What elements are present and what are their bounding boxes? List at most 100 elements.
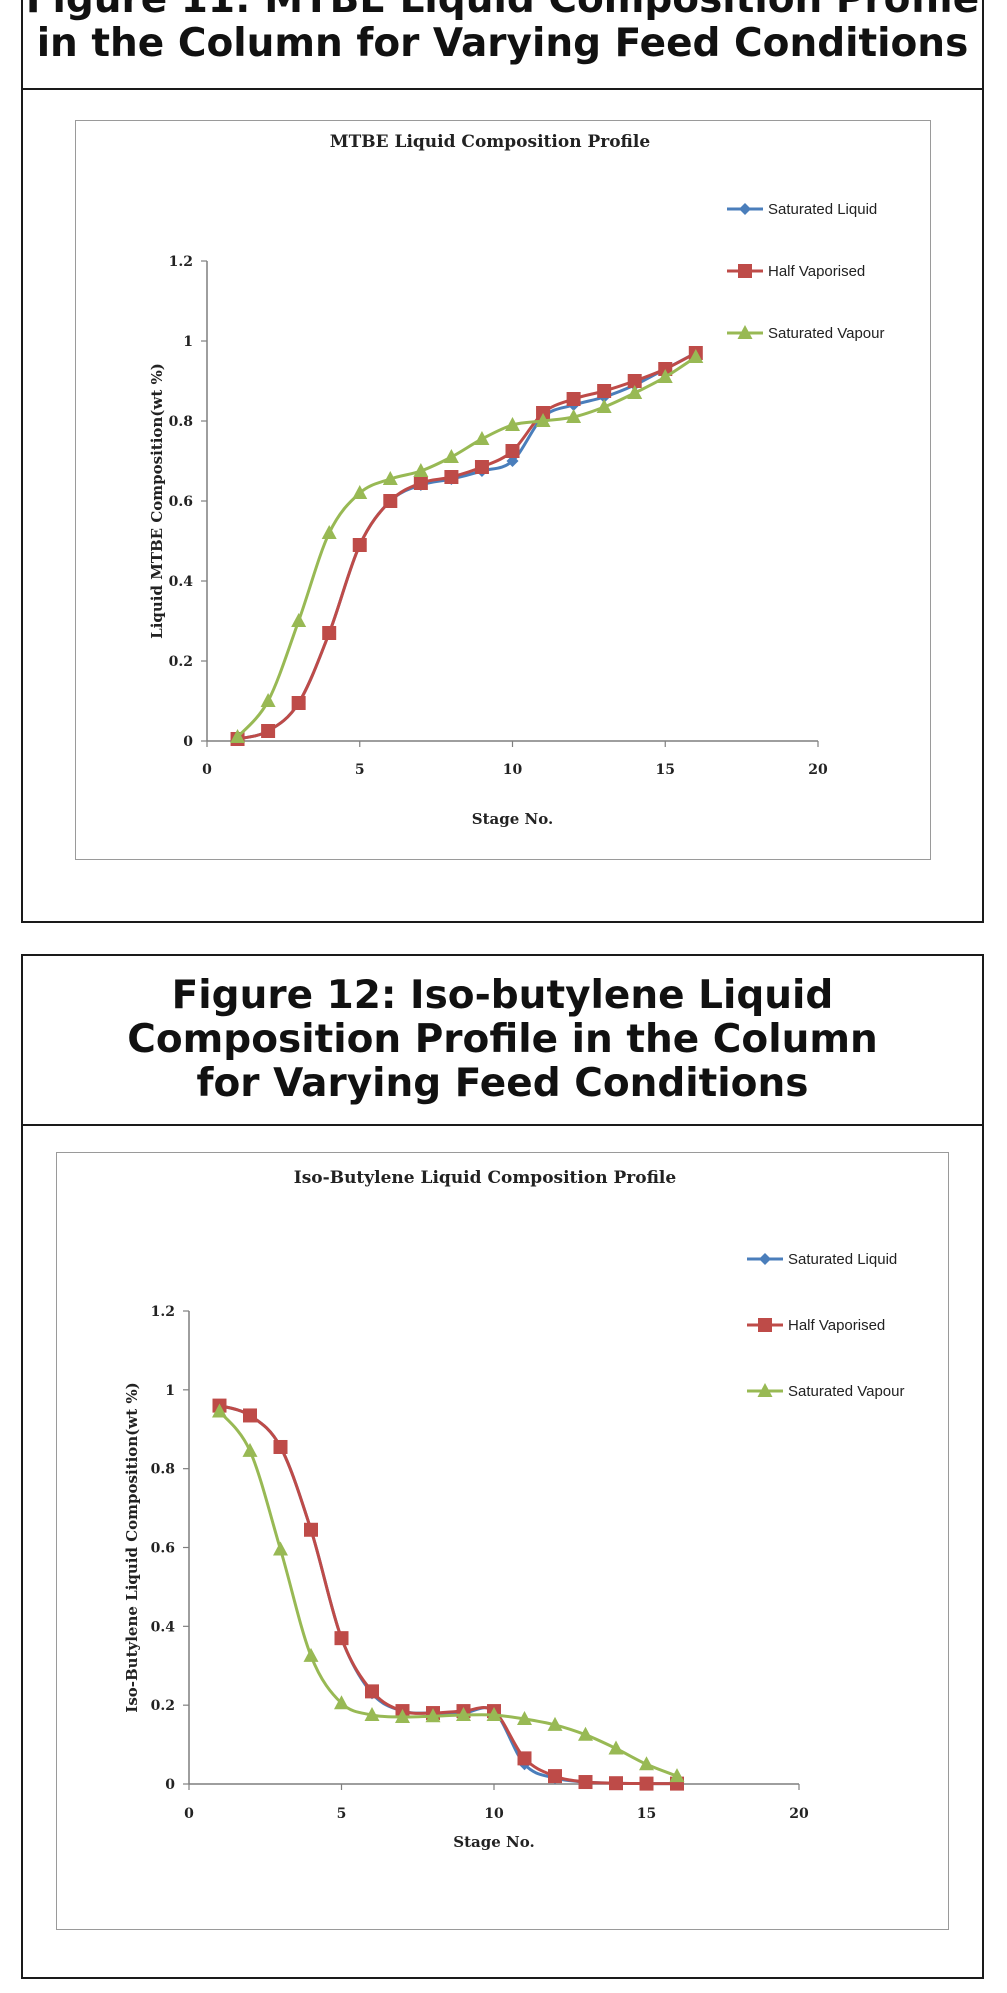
chart-title: MTBE Liquid Composition Profile <box>330 132 651 152</box>
y-axis-label: Liquid MTBE Composition(wt %) <box>148 363 166 639</box>
data-point-half-vaporised <box>322 626 337 640</box>
x-axis-label: Stage No. <box>453 1833 534 1851</box>
y-tick-label: 0.6 <box>151 1541 175 1557</box>
data-point-saturated-vapour <box>517 1710 532 1725</box>
data-point-half-vaporised <box>578 1775 593 1790</box>
legend-label-half-vaporised: Half Vaporised <box>768 263 865 280</box>
series-line-half-vaporised <box>237 351 697 741</box>
data-point-half-vaporised <box>273 1439 288 1454</box>
y-tick-label: 0.4 <box>151 1619 176 1635</box>
legend-item-saturated-liquid: Saturated Liquid <box>747 1251 897 1268</box>
data-point-saturated-vapour <box>456 1707 471 1722</box>
chart-title: Iso-Butylene Liquid Composition Profile <box>294 1168 677 1188</box>
series-line-saturated-vapour <box>236 355 697 739</box>
series-half-vaporised <box>212 1398 684 1791</box>
figure-11-heading: Figure 11: MTBE Liquid Composition Profi… <box>26 0 979 66</box>
isobutylene-chart: Iso-Butylene Liquid Composition Profile 0… <box>123 1168 904 1851</box>
y-tick-label: 1 <box>165 1383 175 1399</box>
data-point-saturated-vapour <box>486 1707 502 1722</box>
legend-item-saturated-liquid: Saturated Liquid <box>727 201 877 218</box>
data-point-saturated-vapour <box>212 1403 227 1418</box>
data-point-saturated-vapour <box>474 431 490 445</box>
legend-label-saturated-vapour: Saturated Vapour <box>768 325 884 342</box>
x-tick-label: 5 <box>355 762 365 778</box>
data-point-saturated-vapour <box>627 385 643 399</box>
data-point-half-vaporised <box>243 1408 257 1423</box>
data-point-saturated-vapour <box>230 729 246 743</box>
mtbe-chart-frame: MTBE Liquid Composition Profile 0 0.2 0.4 0.… <box>75 120 931 860</box>
data-point-saturated-vapour <box>639 1756 654 1771</box>
data-point-saturated-vapour <box>382 471 398 485</box>
data-point-saturated-vapour <box>321 525 337 539</box>
data-point-half-vaporised <box>627 374 642 388</box>
data-point-saturated-vapour <box>260 693 276 707</box>
series-line-saturated-liquid <box>237 351 697 741</box>
data-point-half-vaporised <box>566 392 581 406</box>
y-tick-label: 0 <box>183 734 193 750</box>
data-point-half-vaporised <box>304 1522 318 1537</box>
y-tick-label: 0.2 <box>169 654 193 670</box>
data-point-half-vaporised <box>548 1769 562 1784</box>
legend-marker-half-vaporised <box>738 264 752 278</box>
figure-12-panel: Figure 12: Iso-butylene Liquid Compositi… <box>21 954 984 1979</box>
legend-item-saturated-vapour: Saturated Vapour <box>727 325 884 342</box>
data-point-saturated-vapour <box>443 449 459 463</box>
data-point-saturated-vapour <box>425 1708 441 1723</box>
legend-item-half-vaporised: Half Vaporised <box>727 263 865 280</box>
legend-marker-half-vaporised <box>758 1318 772 1332</box>
y-tick-label: 0.2 <box>151 1698 175 1714</box>
figure-11-panel: Figure 11: MTBE Liquid Composition Profi… <box>21 0 984 923</box>
legend-label-saturated-liquid: Saturated Liquid <box>768 201 877 218</box>
x-tick-label: 20 <box>808 762 828 778</box>
y-tick-label: 0.8 <box>151 1462 175 1478</box>
legend-label-saturated-liquid: Saturated Liquid <box>788 1251 897 1268</box>
x-tick-label: 15 <box>637 1806 656 1822</box>
y-tick-label: 0.6 <box>169 494 193 510</box>
y-tick-label: 0.8 <box>169 414 193 430</box>
data-point-saturated-vapour <box>413 463 429 477</box>
data-point-saturated-vapour <box>352 485 368 499</box>
x-tick-label: 20 <box>789 1806 809 1822</box>
x-tick-label: 5 <box>337 1806 347 1822</box>
legend-label-half-vaporised: Half Vaporised <box>788 1317 885 1334</box>
legend-item-saturated-vapour: Saturated Vapour <box>747 1383 904 1400</box>
legend-marker-saturated-vapour <box>737 325 753 339</box>
y-tick-label: 1.2 <box>151 1304 175 1320</box>
data-point-saturated-vapour <box>505 417 520 431</box>
x-tick-label: 0 <box>202 762 212 778</box>
y-tick-label: 0.4 <box>169 574 194 590</box>
data-point-saturated-vapour <box>291 613 307 627</box>
legend-item-half-vaporised: Half Vaporised <box>747 1317 885 1334</box>
data-point-half-vaporised <box>383 494 398 508</box>
data-point-half-vaporised <box>444 470 459 484</box>
x-tick-label: 15 <box>656 762 675 778</box>
data-point-saturated-vapour <box>596 399 612 413</box>
data-point-saturated-vapour <box>566 409 582 423</box>
mtbe-chart: MTBE Liquid Composition Profile 0 0.2 0.4 0.… <box>148 132 884 828</box>
x-tick-label: 10 <box>484 1806 504 1822</box>
series-saturated-vapour <box>230 349 704 743</box>
data-point-half-vaporised <box>261 724 276 738</box>
data-point-saturated-vapour <box>669 1768 685 1783</box>
x-axis-label: Stage No. <box>472 810 553 828</box>
x-tick-label: 10 <box>503 762 523 778</box>
legend-label-saturated-vapour: Saturated Vapour <box>788 1383 904 1400</box>
data-point-saturated-vapour <box>273 1541 288 1556</box>
legend-marker-saturated-vapour <box>757 1383 773 1397</box>
data-point-half-vaporised <box>365 1684 379 1699</box>
figure-12-heading-box: Figure 12: Iso-butylene Liquid Compositi… <box>23 956 982 1126</box>
data-point-saturated-vapour <box>547 1716 563 1731</box>
data-point-half-vaporised <box>474 460 489 474</box>
data-point-saturated-vapour <box>608 1740 624 1755</box>
data-point-half-vaporised <box>597 384 612 398</box>
data-point-half-vaporised <box>352 538 367 552</box>
series-saturated-liquid <box>213 1399 683 1790</box>
data-point-saturated-vapour <box>242 1442 258 1457</box>
data-point-half-vaporised <box>413 476 428 490</box>
legend-marker-saturated-liquid <box>759 1253 771 1265</box>
figure-12-heading: Figure 12: Iso-butylene Liquid Compositi… <box>127 973 878 1106</box>
data-point-saturated-vapour <box>657 369 673 383</box>
data-point-saturated-vapour <box>334 1695 349 1710</box>
legend-marker-saturated-liquid <box>739 203 751 215</box>
series-saturated-vapour <box>212 1403 685 1783</box>
